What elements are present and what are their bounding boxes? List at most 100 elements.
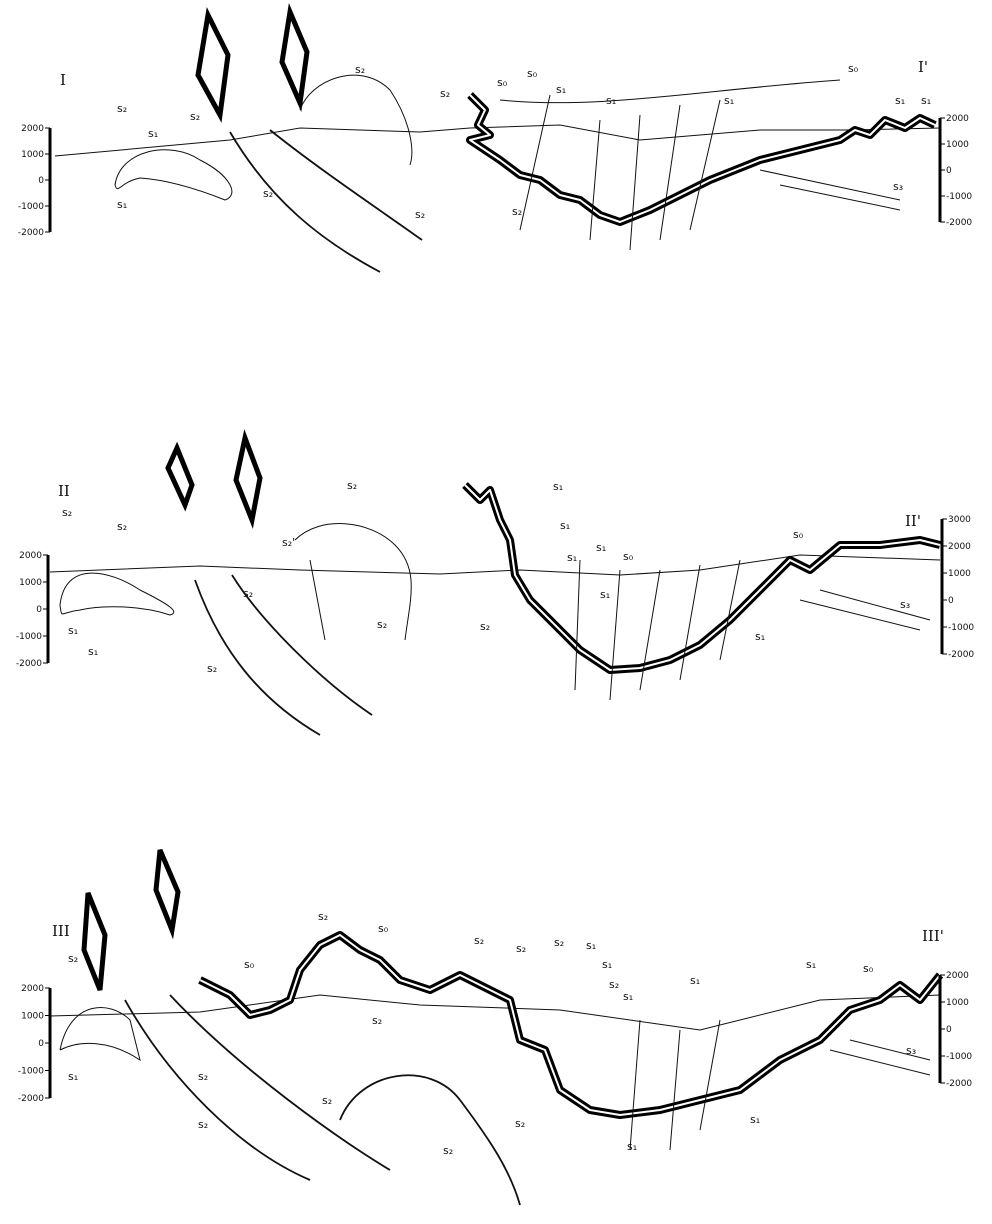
section-label: II' [905, 512, 921, 530]
annotation: s₁ [921, 94, 931, 107]
scale-label: -2000 [16, 659, 42, 669]
scale-label: 1000 [21, 1012, 44, 1022]
annotation: s₁ [755, 630, 765, 643]
annotation: s₂ [207, 662, 217, 675]
annotation: s₂ [377, 618, 387, 631]
scale-label: -1000 [948, 623, 974, 633]
annotation: s₂ [190, 110, 200, 123]
annotation: s₀ [623, 550, 634, 563]
annotation: s₁ [602, 958, 612, 971]
annotation: s₁ [596, 541, 606, 554]
scale-label: 2000 [946, 114, 969, 124]
annotation: s₁ [117, 198, 127, 211]
scale-label: 1000 [19, 578, 42, 588]
annotation: s₁ [806, 958, 816, 971]
scale-label: 1000 [21, 150, 44, 160]
scale-label: 2000 [21, 124, 44, 134]
annotation: s₁ [690, 974, 700, 987]
annotation: s₂ [415, 208, 425, 221]
annotation: s₀ [527, 67, 538, 80]
annotation: s₃ [906, 1044, 916, 1057]
section-2-drawing [49, 429, 941, 736]
annotation: s₁ [895, 94, 905, 107]
scale-label: -1000 [18, 1067, 44, 1077]
scale-label: -2000 [946, 218, 972, 228]
scale-label: 2000 [946, 971, 969, 981]
annotation: s₂ [554, 936, 564, 949]
annotation: s₂ [117, 520, 127, 533]
scale-label: -2000 [948, 650, 974, 660]
scale-label: 2000 [948, 542, 971, 552]
annotation: s₁ [606, 94, 616, 107]
annotation: s₁ [553, 480, 563, 493]
annotation: s₁ [148, 127, 158, 140]
annotation: s₁ [750, 1113, 760, 1126]
scale-label: 1000 [946, 998, 969, 1008]
scale-label: -2000 [18, 1094, 44, 1104]
annotation: s₂ [263, 187, 273, 200]
annotation: s₀ [863, 962, 874, 975]
annotation: s₁ [567, 551, 577, 564]
annotation: s₂ [68, 952, 78, 965]
annotation: s₁ [88, 645, 98, 658]
annotation: s₂ [440, 87, 450, 100]
annotation: s₂ [609, 978, 619, 991]
scale-label: -1000 [18, 202, 44, 212]
annotation: s₁ [68, 624, 78, 637]
annotation: s₀ [378, 922, 389, 935]
scale-label: 0 [946, 1025, 952, 1035]
scale-label: 1000 [948, 569, 971, 579]
annotation: s₂ [355, 63, 365, 76]
annotation: s₁ [586, 939, 596, 952]
annotation: s₁ [623, 990, 633, 1003]
scale-label: 0 [38, 176, 44, 186]
section-label: I [60, 71, 66, 89]
scale-label: 2000 [21, 984, 44, 994]
annotation: s₀ [244, 958, 255, 971]
annotation: s₀ [793, 528, 804, 541]
annotation: s₂ [198, 1070, 208, 1083]
scale-label: -1000 [946, 192, 972, 202]
scale-label: 0 [38, 1039, 44, 1049]
annotation: s₂ [372, 1014, 382, 1027]
section-label: II [58, 482, 70, 500]
annotation: s₂ [516, 942, 526, 955]
section-label: III [52, 922, 70, 940]
annotation: s₀ [848, 62, 859, 75]
annotation: s₂ [512, 205, 522, 218]
annotation: s₂ [322, 1094, 332, 1107]
scale-label: 1000 [946, 140, 969, 150]
annotation: s₂ [474, 934, 484, 947]
annotation: s₁ [68, 1070, 78, 1083]
annotation: s₂ [243, 587, 253, 600]
annotation: s₁ [627, 1140, 637, 1153]
annotation: s₂ [318, 910, 328, 923]
annotation: s₂ [480, 620, 490, 633]
annotation: s₂ [443, 1144, 453, 1157]
scale-label: -1000 [16, 632, 42, 642]
annotation: s₂ [117, 102, 127, 115]
scale-label: 2000 [19, 551, 42, 561]
scale-label: -2000 [946, 1079, 972, 1089]
annotation: s₀ [497, 76, 508, 89]
annotation: s₁ [556, 83, 566, 96]
annotation: s₂ [347, 479, 357, 492]
section-1-drawing [54, 3, 941, 273]
scale-label: 0 [36, 605, 42, 615]
scale-label: 0 [946, 166, 952, 176]
annotation: s₁ [600, 588, 610, 601]
section-label: III' [922, 927, 944, 945]
annotation: s₂ [515, 1117, 525, 1130]
section-3-drawing [49, 849, 944, 1206]
scale-label: 0 [948, 596, 954, 606]
annotation: s₁ [560, 519, 570, 532]
section-label: I' [918, 58, 928, 76]
annotation: s₂ [62, 506, 72, 519]
annotation: s₃ [893, 180, 903, 193]
scale-label: 3000 [948, 515, 971, 525]
annotation: s₂ [198, 1118, 208, 1131]
annotation: s₂' [282, 536, 295, 549]
annotation: s₃ [900, 598, 910, 611]
